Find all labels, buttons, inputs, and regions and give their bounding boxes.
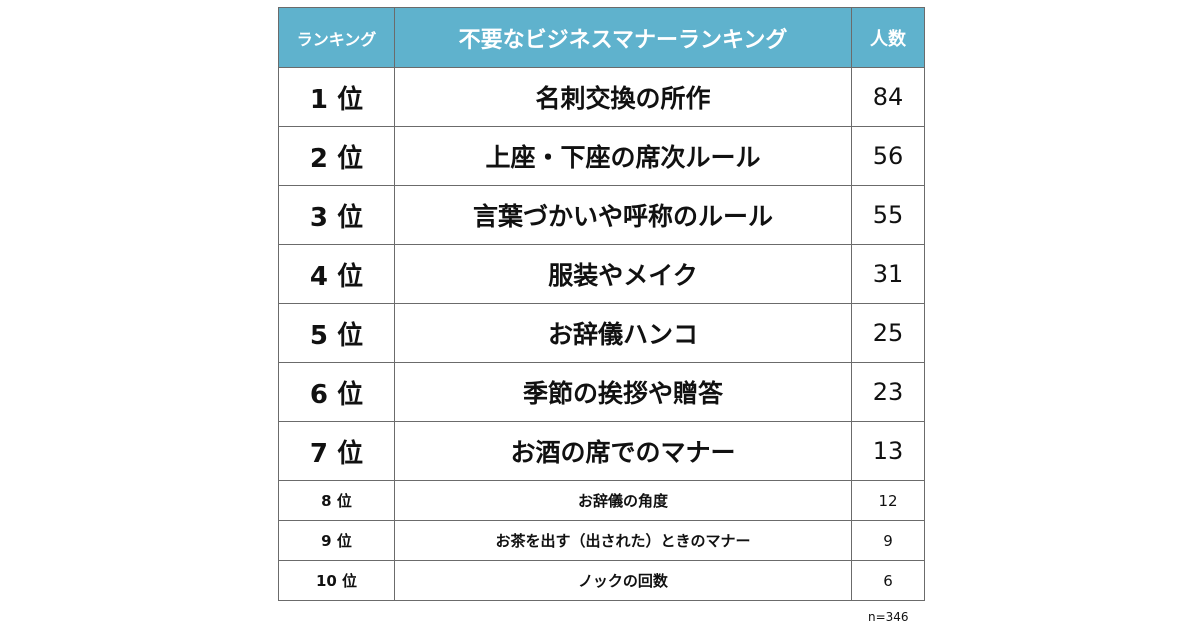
rank-cell: 6 位 xyxy=(278,362,395,422)
rank-cell: 1 位 xyxy=(278,67,395,127)
table-row: 10 位ノックの回数 6 xyxy=(278,560,925,601)
item-cell: お辞儀ハンコ xyxy=(394,303,852,363)
item-cell: お辞儀の角度 xyxy=(394,480,852,521)
count-cell: 25 xyxy=(851,303,925,363)
item-cell: お酒の席でのマナー xyxy=(394,421,852,481)
table-row: 4 位服装やメイク 31 xyxy=(278,244,925,304)
header-title: 不要なビジネスマナーランキング xyxy=(394,7,852,68)
table-row: 2 位上座・下座の席次ルール 56 xyxy=(278,126,925,186)
item-cell: 服装やメイク xyxy=(394,244,852,304)
rank-cell: 10 位 xyxy=(278,560,395,601)
rank-cell: 8 位 xyxy=(278,480,395,521)
table-row: 6 位季節の挨拶や贈答 23 xyxy=(278,362,925,422)
table-row: 9 位お茶を出す（出された）ときのマナー 9 xyxy=(278,520,925,561)
count-cell: 9 xyxy=(851,520,925,561)
count-cell: 13 xyxy=(851,421,925,481)
ranking-table: ランキング 不要なビジネスマナーランキング 人数 1 位名刺交換の所作 84 2 位… xyxy=(278,7,925,601)
header-count: 人数 xyxy=(851,7,925,68)
sample-size-note: n=346 xyxy=(868,610,909,624)
item-cell: 上座・下座の席次ルール xyxy=(394,126,852,186)
table-row: 1 位名刺交換の所作 84 xyxy=(278,67,925,127)
count-cell: 6 xyxy=(851,560,925,601)
header-row: ランキング 不要なビジネスマナーランキング 人数 xyxy=(278,7,925,68)
rank-cell: 7 位 xyxy=(278,421,395,481)
table-row: 7 位お酒の席でのマナー 13 xyxy=(278,421,925,481)
table-row: 5 位お辞儀ハンコ 25 xyxy=(278,303,925,363)
rank-cell: 3 位 xyxy=(278,185,395,245)
item-cell: お茶を出す（出された）ときのマナー xyxy=(394,520,852,561)
table-row: 3 位言葉づかいや呼称のルール 55 xyxy=(278,185,925,245)
item-cell: ノックの回数 xyxy=(394,560,852,601)
count-cell: 84 xyxy=(851,67,925,127)
item-cell: 名刺交換の所作 xyxy=(394,67,852,127)
count-cell: 56 xyxy=(851,126,925,186)
count-cell: 55 xyxy=(851,185,925,245)
item-cell: 季節の挨拶や贈答 xyxy=(394,362,852,422)
rank-cell: 5 位 xyxy=(278,303,395,363)
table-row: 8 位お辞儀の角度 12 xyxy=(278,480,925,521)
rank-cell: 2 位 xyxy=(278,126,395,186)
count-cell: 23 xyxy=(851,362,925,422)
item-cell: 言葉づかいや呼称のルール xyxy=(394,185,852,245)
rank-cell: 4 位 xyxy=(278,244,395,304)
header-rank: ランキング xyxy=(278,7,395,68)
rank-cell: 9 位 xyxy=(278,520,395,561)
count-cell: 31 xyxy=(851,244,925,304)
count-cell: 12 xyxy=(851,480,925,521)
ranking-body: 1 位名刺交換の所作 84 2 位上座・下座の席次ルール 56 3 位言葉づかいや呼称の… xyxy=(278,67,925,601)
